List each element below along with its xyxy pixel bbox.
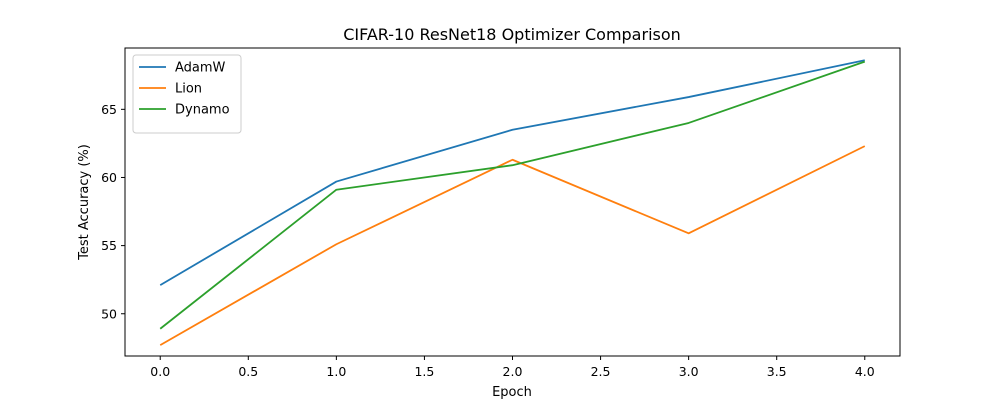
series-layer <box>159 59 866 346</box>
y-tick-label: 65 <box>101 102 117 117</box>
x-tick-label: 1.0 <box>326 364 346 379</box>
y-tick-label: 50 <box>101 306 117 321</box>
legend-label-adamw: AdamW <box>175 61 226 76</box>
series-line-dynamo <box>159 60 866 330</box>
y-axis-label: Test Accuracy (%) <box>77 144 92 261</box>
series-line-lion <box>159 145 866 346</box>
x-axis-label: Epoch <box>492 385 532 400</box>
y-tick-label: 60 <box>101 170 117 185</box>
x-tick-label: 1.5 <box>414 364 434 379</box>
plot-area <box>125 48 900 356</box>
x-tick-label: 0.0 <box>150 364 170 379</box>
x-axis: 0.0 0.5 1.0 1.5 2.0 2.5 3.0 3.5 4.0 <box>150 356 875 379</box>
x-tick-label: 0.5 <box>238 364 258 379</box>
y-tick-label: 55 <box>101 238 117 253</box>
y-axis: 50 55 60 65 <box>101 102 125 321</box>
series-line-adamw <box>159 59 865 286</box>
legend-label-dynamo: Dynamo <box>175 103 230 118</box>
legend-label-lion: Lion <box>175 82 202 97</box>
chart-title: CIFAR-10 ResNet18 Optimizer Comparison <box>343 25 681 44</box>
x-tick-label: 2.5 <box>591 364 611 379</box>
x-tick-label: 4.0 <box>855 364 875 379</box>
plot-frame <box>124 47 901 357</box>
x-tick-label: 2.0 <box>503 364 523 379</box>
x-tick-label: 3.5 <box>767 364 787 379</box>
legend-box <box>132 54 242 134</box>
legend: AdamW Lion Dynamo <box>132 54 242 134</box>
x-tick-label: 3.0 <box>679 364 699 379</box>
